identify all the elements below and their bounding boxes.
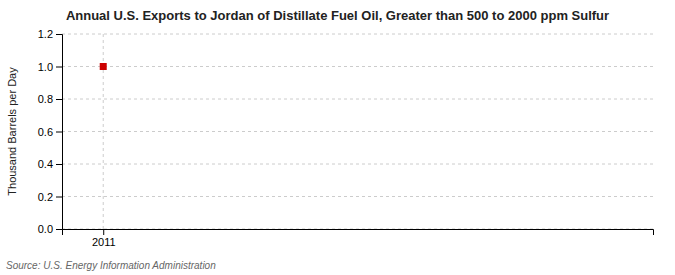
point: [100, 63, 107, 70]
grid-line-y: [62, 196, 653, 197]
x-axis: 2011: [63, 229, 654, 248]
source: Source: U.S. Energy Information Administ…: [6, 260, 216, 271]
chart-container: Annual U.S. Exports to Jordan of Distill…: [0, 0, 675, 275]
y-tick: 0.4: [38, 158, 62, 170]
y-tick-mark: [56, 164, 62, 165]
y-tick-label: 0.0: [38, 223, 53, 235]
y-tick-label: 1.0: [38, 61, 53, 73]
y-tick: 1.0: [38, 61, 62, 73]
y-tick-mark: [56, 229, 62, 230]
y-tick: 0.2: [38, 191, 62, 203]
y-tick-mark: [56, 99, 62, 100]
y-axis-title: Thousand Barrels per Day: [6, 67, 18, 196]
y-axis-line: [56, 35, 63, 230]
y-tick-label: 0.2: [38, 191, 53, 203]
chart-svg: Annual U.S. Exports to Jordan of Distill…: [0, 0, 675, 275]
y-tick: 0.8: [38, 93, 62, 105]
title: Annual U.S. Exports to Jordan of Distill…: [66, 8, 609, 23]
y-tick-label: 1.2: [38, 28, 53, 40]
grid: [62, 34, 653, 229]
y-tick-mark: [56, 197, 62, 198]
x-tick-label: 2011: [92, 236, 116, 248]
grid-line-y: [62, 99, 653, 100]
y-tick: 0.6: [38, 126, 62, 138]
y-tick-mark: [56, 34, 62, 35]
grid-line-y: [62, 66, 653, 67]
x-tick: 2011: [92, 229, 116, 248]
grid-line-y: [62, 34, 653, 35]
y-tick: 1.2: [38, 28, 62, 40]
x-axis-line: [63, 230, 654, 236]
marks: [100, 63, 107, 70]
y-tick-label: 0.4: [38, 158, 53, 170]
y-axis: 0.0 0.2 0.4 0.6 0.8 1.0 1.2: [38, 28, 63, 235]
y-tick-label: 0.8: [38, 93, 53, 105]
y-tick: 0.0: [38, 223, 62, 235]
y-tick-mark: [56, 67, 62, 68]
x-tick-mark: [103, 229, 104, 235]
grid-line-y: [62, 164, 653, 165]
y-tick-mark: [56, 132, 62, 133]
grid-line-y: [62, 131, 653, 132]
y-tick-label: 0.6: [38, 126, 53, 138]
